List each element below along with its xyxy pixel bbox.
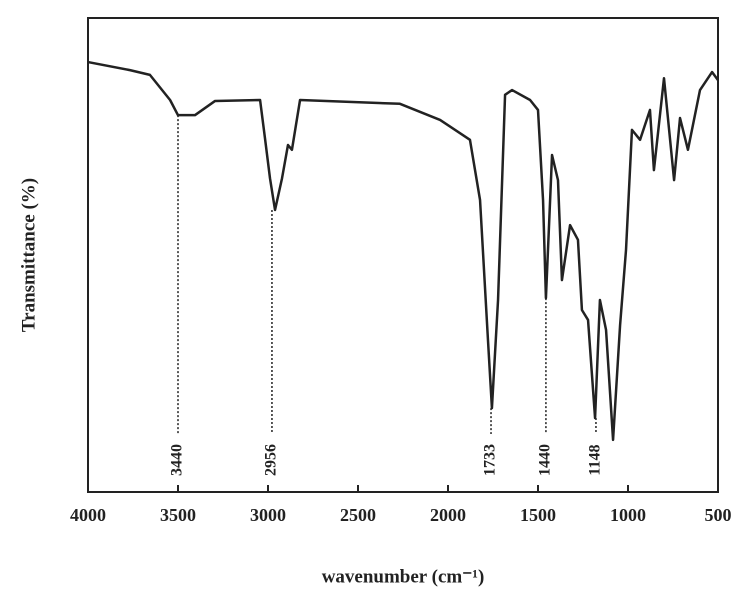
x-tick-label: 3500 [160,505,196,525]
y-axis-label: Transmittance (%) [18,178,39,332]
x-tick-label: 1500 [520,505,556,525]
x-tick-label: 3000 [250,505,286,525]
annotation-label: 3440 [169,444,186,476]
x-tick-label: 4000 [70,505,106,525]
x-tick-label: 2000 [430,505,466,525]
annotation-label: 1148 [587,444,604,475]
x-tick-label: 1000 [610,505,646,525]
annotation-label: 1733 [482,444,499,476]
x-axis-label: wavenumber (cm⁻¹) [322,566,485,587]
x-tick-label: 500 [705,505,732,525]
plot-frame [87,17,719,493]
annotation-label: 2956 [263,444,280,476]
annotation-label: 1440 [537,444,554,476]
x-tick-label: 2500 [340,505,376,525]
spectrum-line [87,60,720,442]
